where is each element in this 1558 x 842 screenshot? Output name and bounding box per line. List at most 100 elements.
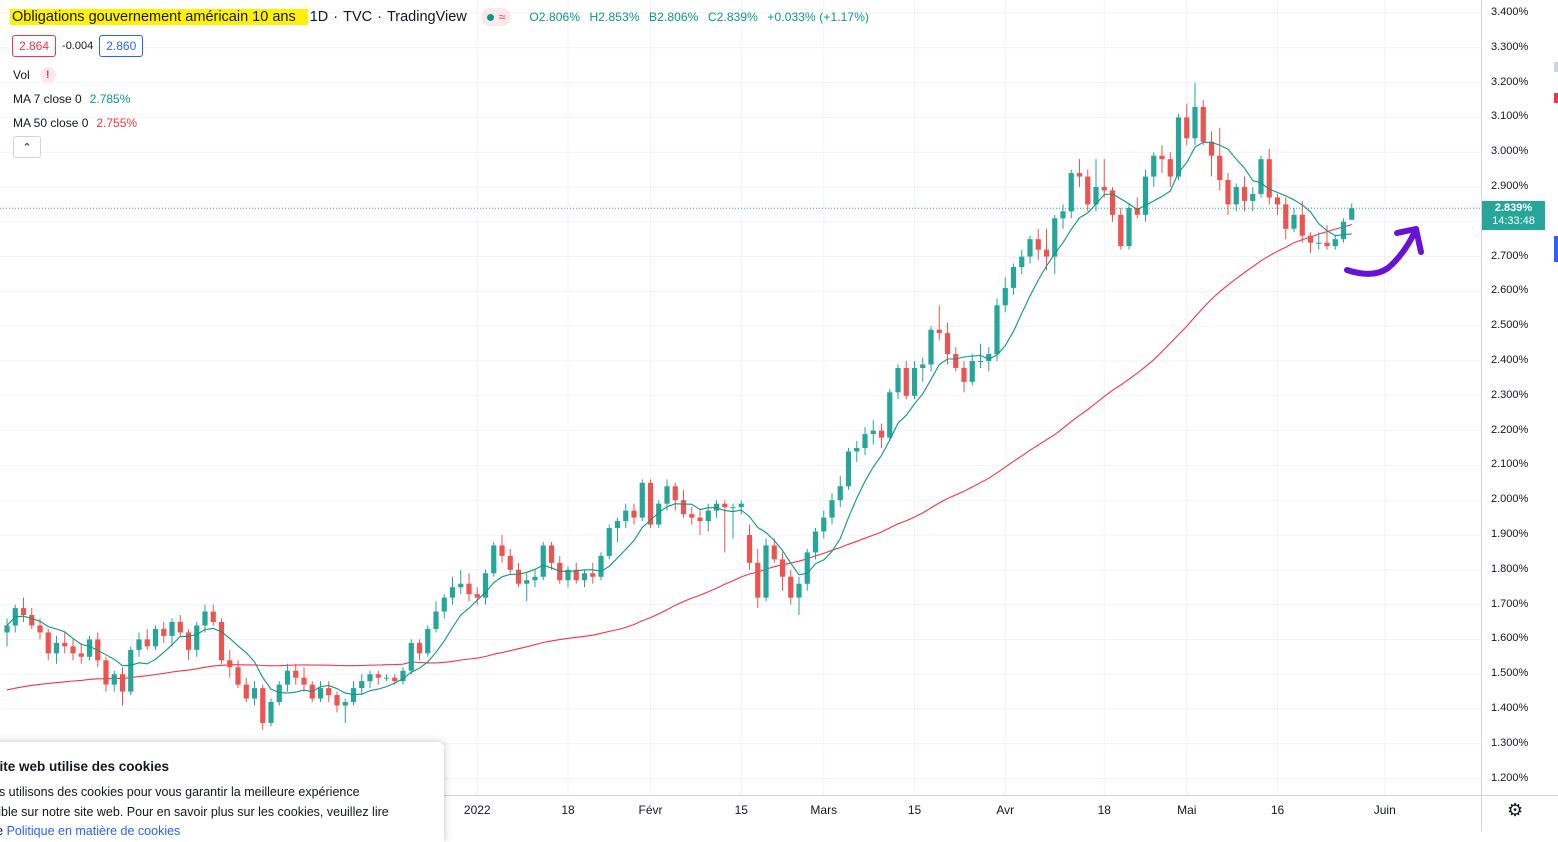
candle-body: [111, 674, 117, 685]
candle-body: [854, 448, 860, 452]
price-axis-label: 1.300%: [1491, 736, 1529, 749]
candle-body: [961, 367, 967, 382]
collapse-legend-button[interactable]: ⌃: [13, 136, 41, 158]
time-axis-label: Avr: [996, 803, 1015, 817]
candle: [557, 555, 563, 584]
candle: [697, 510, 703, 535]
candle-body: [903, 367, 909, 396]
candle-body: [1291, 214, 1297, 229]
price-axis-label: 1.800%: [1491, 562, 1529, 575]
candle-body: [342, 702, 348, 706]
candle-body: [482, 573, 489, 598]
candle: [507, 548, 513, 574]
candle: [210, 604, 216, 626]
candle-body: [449, 587, 456, 598]
sell-price-button[interactable]: 2.864: [12, 35, 57, 57]
last-price-tag: 2.839% 14:33:48: [1482, 201, 1545, 230]
candle: [1134, 197, 1140, 219]
symbol-interval[interactable]: 1D: [309, 9, 329, 25]
candle-body: [1332, 239, 1338, 247]
candle-body: [37, 625, 43, 633]
chevron-up-icon: ⌃: [22, 141, 32, 154]
candle: [1266, 148, 1272, 205]
annotation-arrow: [1344, 226, 1419, 277]
candle-body: [689, 514, 695, 518]
candle-body: [433, 611, 439, 629]
candle-body: [169, 622, 175, 636]
indicator-vol[interactable]: Vol !: [13, 67, 56, 83]
candle-body: [474, 594, 480, 598]
indicator-ma50[interactable]: MA 50 close 0 2.755%: [13, 116, 137, 130]
candle: [631, 503, 637, 525]
candle-body: [243, 684, 249, 699]
candle-body: [614, 521, 621, 529]
chart-grid: [0, 0, 1481, 795]
candle-body: [301, 677, 307, 685]
candle-body: [515, 569, 522, 584]
candle-body: [202, 611, 208, 626]
candle: [218, 618, 225, 664]
candle-body: [1019, 256, 1025, 268]
candle-body: [779, 559, 786, 577]
gear-icon[interactable]: ⚙: [1507, 800, 1524, 820]
candle: [705, 503, 711, 532]
candle: [499, 535, 505, 563]
candle-body: [845, 451, 852, 487]
candle-body: [260, 688, 266, 723]
candle-body: [1068, 173, 1074, 212]
candle: [1052, 214, 1058, 274]
candle: [738, 500, 744, 515]
candle: [812, 528, 819, 560]
candle: [491, 541, 497, 577]
candle: [276, 681, 282, 706]
candle-body: [408, 642, 414, 671]
candle: [243, 677, 249, 703]
candle: [86, 635, 93, 661]
price-axis-label: 3.300%: [1491, 40, 1529, 53]
candle: [598, 552, 604, 581]
candle-body: [771, 545, 777, 560]
candle: [788, 569, 794, 605]
buy-price-button[interactable]: 2.860: [99, 35, 144, 57]
candle: [821, 510, 827, 539]
candle: [623, 503, 629, 529]
candle-body: [1349, 208, 1355, 220]
cookie-policy-link[interactable]: Politique en matière de cookies: [6, 824, 181, 838]
indicator-ma7[interactable]: MA 7 close 0 2.785%: [13, 92, 130, 106]
candle-body: [1184, 117, 1190, 139]
candle-body: [1241, 187, 1248, 201]
meta-separator-1: ·: [333, 9, 339, 25]
symbol-title[interactable]: Obligations gouvernement américain 10 an…: [10, 9, 308, 25]
candle: [45, 628, 51, 661]
warning-icon[interactable]: !: [39, 67, 56, 83]
candle: [1307, 232, 1314, 254]
candle: [845, 448, 852, 490]
candle: [689, 507, 695, 525]
candle-body: [45, 632, 51, 654]
candle: [449, 576, 456, 605]
candle-body: [317, 688, 324, 699]
candle: [1340, 218, 1347, 243]
ohlc-open: O2.806%: [529, 10, 581, 24]
candle: [466, 573, 472, 602]
time-axis-label: 15: [734, 803, 748, 817]
candle-body: [185, 632, 192, 650]
candle: [103, 656, 109, 692]
candle-body: [194, 625, 200, 650]
market-status-pill[interactable]: ≈: [480, 8, 512, 26]
candle: [383, 674, 390, 682]
candle: [755, 548, 761, 609]
candle: [342, 698, 348, 723]
candle: [944, 322, 951, 365]
candle-body: [1043, 249, 1050, 257]
ohlc-high: H2.853%: [589, 10, 640, 24]
candle-body: [367, 674, 373, 682]
price-axis-label: 1.500%: [1491, 667, 1529, 680]
candle: [590, 562, 596, 584]
candle: [161, 622, 167, 643]
candle-body: [788, 576, 794, 598]
candle: [903, 361, 909, 400]
candle: [1217, 127, 1223, 191]
price-axis-label: 1.900%: [1491, 528, 1529, 540]
